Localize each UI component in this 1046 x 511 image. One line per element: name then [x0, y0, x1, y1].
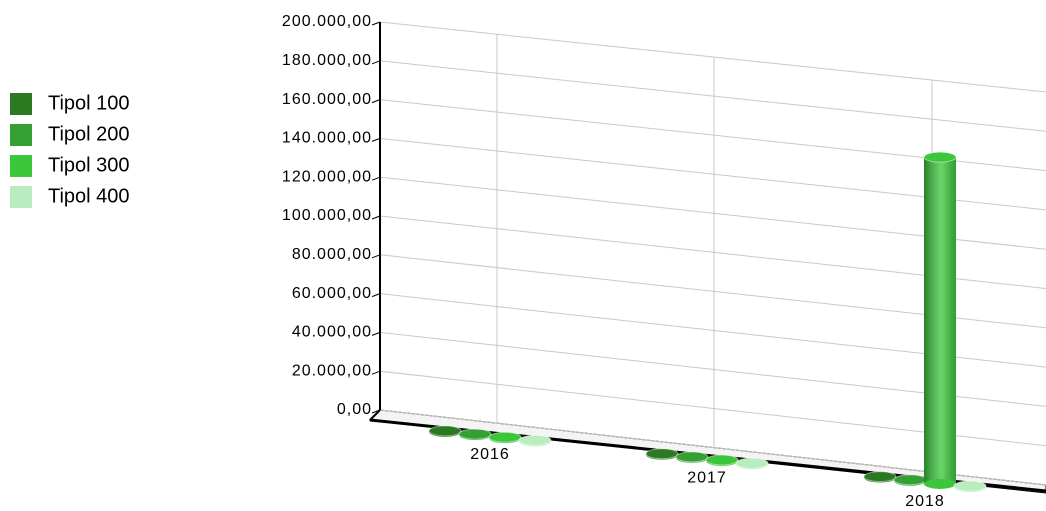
y-tick — [371, 254, 381, 259]
y-tick-label: 80.000,00 — [292, 246, 372, 263]
grid-line — [379, 60, 1046, 132]
bar — [735, 457, 769, 470]
bar — [923, 151, 957, 489]
bar — [953, 480, 987, 492]
y-tick-label: 40.000,00 — [292, 324, 372, 341]
y-tick-label: 160.000,00 — [282, 91, 372, 108]
y-tick-label: 180.000,00 — [282, 52, 372, 69]
x-tick-label: 2017 — [687, 470, 727, 487]
y-tick — [371, 99, 381, 104]
legend-swatch — [10, 155, 32, 177]
y-tick-label: 0,00 — [337, 401, 372, 418]
bar-bottom — [924, 478, 956, 489]
y-tick-label: 100.000,00 — [282, 207, 372, 224]
bar-top — [735, 457, 769, 469]
legend-label: Tipol 400 — [48, 185, 130, 207]
bar — [428, 425, 462, 437]
bar-top — [863, 471, 897, 483]
bar-top — [953, 480, 987, 492]
bar-top — [458, 428, 492, 440]
bar-top — [705, 454, 739, 466]
y-tick-label: 20.000,00 — [292, 362, 372, 379]
y-tick — [371, 293, 381, 298]
x-tick-label: 2018 — [905, 493, 945, 510]
bar — [893, 474, 927, 486]
bar-top — [893, 474, 927, 486]
y-tick — [371, 60, 381, 65]
y-tick-label: 200.000,00 — [282, 13, 372, 30]
y-tick — [371, 370, 381, 375]
x-tick-label: 2016 — [470, 446, 510, 463]
bar — [518, 434, 552, 447]
bar-top — [428, 425, 462, 437]
bar-shade — [924, 157, 956, 484]
legend-swatch — [10, 186, 32, 208]
y-tick — [371, 331, 381, 336]
bar — [675, 451, 709, 463]
y-tick — [371, 21, 381, 26]
legend-label: Tipol 200 — [48, 123, 130, 145]
grid-line — [379, 21, 1046, 93]
bar — [863, 471, 897, 483]
y-tick — [371, 137, 381, 142]
y-tick-label: 60.000,00 — [292, 285, 372, 302]
y-tick-label: 140.000,00 — [282, 130, 372, 147]
bar — [458, 428, 492, 441]
y-tick — [371, 215, 381, 220]
legend-label: Tipol 300 — [48, 154, 130, 176]
bar-top — [645, 448, 679, 460]
bar-top — [923, 151, 957, 163]
bar — [645, 448, 679, 460]
y-axis-front — [369, 409, 381, 421]
legend-label: Tipol 100 — [48, 92, 130, 114]
y-tick-label: 120.000,00 — [282, 168, 372, 185]
bar — [705, 454, 739, 466]
bar-top — [518, 434, 552, 446]
y-tick — [371, 176, 381, 181]
legend-swatch — [10, 124, 32, 146]
bar-top — [488, 431, 522, 443]
bar — [488, 431, 522, 444]
bar-top — [675, 451, 709, 463]
legend-swatch — [10, 93, 32, 115]
